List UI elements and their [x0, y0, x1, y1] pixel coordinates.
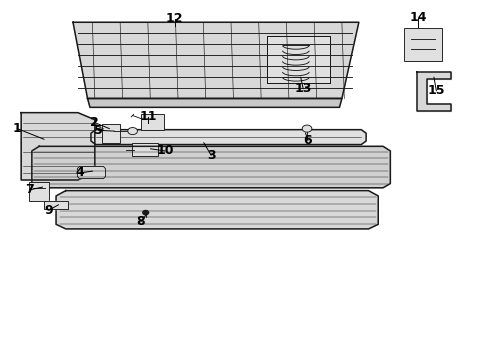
Polygon shape [91, 130, 366, 145]
Text: 15: 15 [428, 84, 445, 97]
Text: 13: 13 [294, 82, 312, 95]
FancyBboxPatch shape [102, 124, 120, 144]
Text: 2: 2 [91, 116, 99, 129]
Text: 1: 1 [13, 122, 22, 135]
Text: 5: 5 [94, 124, 103, 137]
Text: 11: 11 [139, 111, 157, 123]
Polygon shape [32, 146, 391, 188]
Polygon shape [21, 113, 95, 180]
Polygon shape [73, 22, 359, 99]
Text: 14: 14 [410, 11, 427, 24]
FancyBboxPatch shape [132, 144, 158, 156]
FancyBboxPatch shape [29, 182, 49, 201]
Text: 9: 9 [45, 204, 53, 217]
Polygon shape [77, 167, 105, 179]
Text: 8: 8 [137, 215, 145, 228]
Text: 6: 6 [304, 134, 312, 147]
Polygon shape [56, 191, 378, 229]
Circle shape [128, 127, 138, 135]
Polygon shape [88, 99, 342, 107]
Circle shape [143, 211, 148, 215]
Bar [267, 36, 330, 82]
FancyBboxPatch shape [141, 114, 164, 130]
Text: 12: 12 [166, 12, 184, 25]
Polygon shape [44, 201, 68, 209]
Text: 3: 3 [207, 149, 216, 162]
FancyBboxPatch shape [404, 28, 442, 60]
Text: 7: 7 [25, 184, 34, 197]
Text: 4: 4 [76, 166, 85, 179]
Text: 10: 10 [156, 144, 174, 157]
Polygon shape [417, 72, 451, 111]
Circle shape [302, 125, 312, 132]
